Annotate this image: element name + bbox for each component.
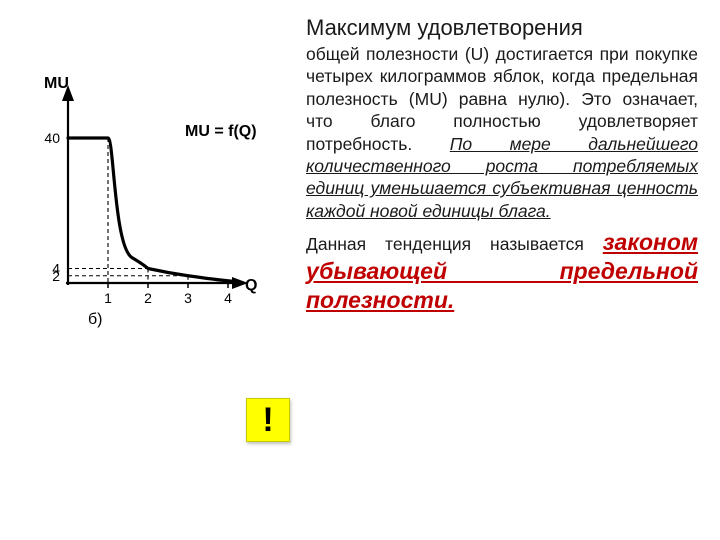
- svg-text:2: 2: [52, 268, 60, 284]
- svg-text:2: 2: [144, 290, 152, 306]
- x-axis-label: Q: [245, 277, 257, 295]
- chart-svg: 12344042: [10, 73, 300, 353]
- svg-text:3: 3: [184, 290, 192, 306]
- mu-chart: 12344042 MU Q MU = f(Q) б): [10, 73, 300, 353]
- exclamation-icon: !: [246, 398, 290, 442]
- exclamation-glyph: !: [262, 403, 273, 437]
- y-axis-label: MU: [44, 75, 69, 93]
- svg-text:4: 4: [224, 290, 232, 306]
- law-paragraph: Данная тенденция называется законом убыв…: [306, 228, 698, 314]
- svg-text:1: 1: [104, 290, 112, 306]
- heading: Максимум удовлетворения: [306, 15, 698, 41]
- chart-formula: MU = f(Q): [185, 123, 257, 141]
- svg-text:40: 40: [44, 130, 60, 146]
- body-paragraph: общей полезности (U) достигается при пок…: [306, 43, 698, 222]
- chart-sublabel: б): [88, 311, 103, 329]
- law-lead: Данная тенденция называется: [306, 234, 603, 254]
